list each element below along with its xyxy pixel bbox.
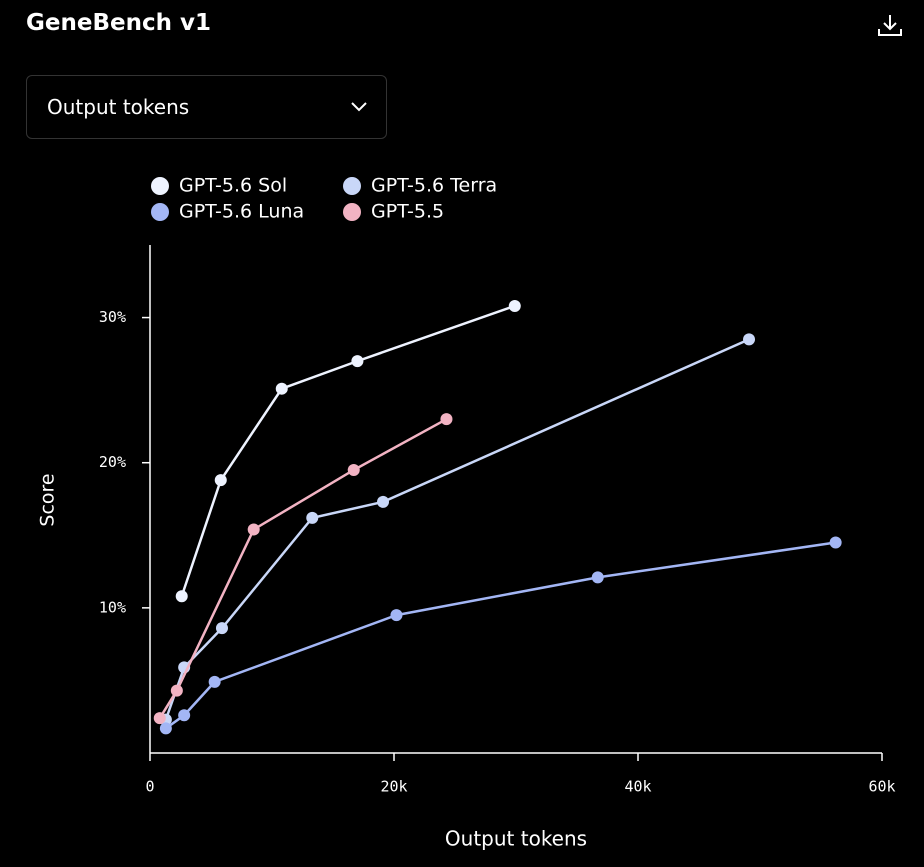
legend-label: GPT-5.6 Terra xyxy=(371,175,497,197)
legend-swatch xyxy=(343,177,361,195)
point xyxy=(170,684,183,697)
point xyxy=(247,523,260,536)
y-tick-label: 20% xyxy=(99,453,126,471)
series-line xyxy=(158,418,448,719)
x-tick-label: 20k xyxy=(380,778,407,796)
point xyxy=(377,495,390,508)
x-tick-label: 40k xyxy=(624,778,651,796)
point xyxy=(175,590,188,603)
point xyxy=(153,712,166,725)
legend-label: GPT-5.6 Sol xyxy=(179,175,287,197)
point xyxy=(159,713,172,726)
point xyxy=(390,609,403,622)
legend-swatch xyxy=(151,203,169,221)
legend-label: GPT-5.6 Luna xyxy=(179,201,304,223)
metric-dropdown[interactable]: Output tokens xyxy=(26,75,387,139)
chevron xyxy=(351,102,367,112)
point xyxy=(591,571,604,584)
x-axis-title: Output tokens xyxy=(445,827,587,851)
point xyxy=(215,622,228,635)
series-line xyxy=(165,541,836,730)
y-tick-label: 10% xyxy=(99,598,126,616)
point xyxy=(214,474,227,487)
point xyxy=(159,722,172,735)
y-tick-label: 30% xyxy=(99,308,126,326)
legend-swatch xyxy=(151,177,169,195)
series-line xyxy=(180,304,516,597)
chart-title: GeneBench v1 xyxy=(26,10,211,36)
point xyxy=(178,709,191,722)
y-axis-title: Score xyxy=(37,473,59,526)
point xyxy=(743,333,756,346)
point xyxy=(347,463,360,476)
dropdown-label: Output tokens xyxy=(47,95,190,119)
point xyxy=(208,675,221,688)
point xyxy=(306,511,319,524)
point xyxy=(508,299,521,312)
legend-swatch xyxy=(343,203,361,221)
point xyxy=(275,382,288,395)
point xyxy=(829,536,842,549)
download-button[interactable] xyxy=(876,12,904,40)
point xyxy=(351,355,364,368)
legend-label: GPT-5.5 xyxy=(371,201,444,223)
x-tick-label: 0 xyxy=(145,778,154,796)
point xyxy=(178,661,191,674)
x-tick-label: 60k xyxy=(868,778,895,796)
series-line xyxy=(164,338,750,721)
point xyxy=(440,413,453,426)
